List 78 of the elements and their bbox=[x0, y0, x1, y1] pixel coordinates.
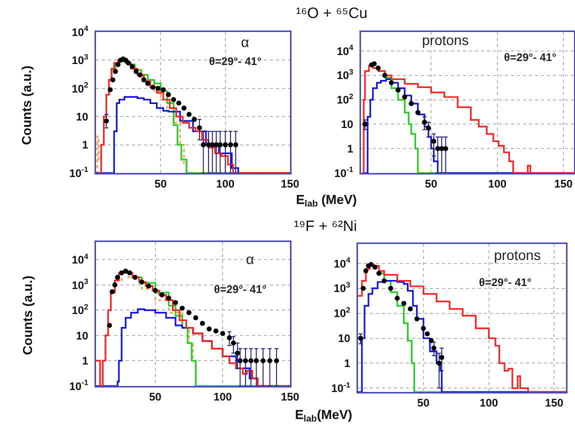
x-tick-label: 100 bbox=[216, 178, 235, 191]
point bbox=[402, 94, 408, 100]
x-axis-title: E$_{lab}$(MeV) bbox=[295, 407, 352, 424]
y-tick-label: 10 bbox=[76, 111, 88, 124]
y-tick-label: 10$^{2}$ bbox=[72, 302, 88, 318]
point bbox=[358, 336, 364, 341]
point bbox=[422, 120, 427, 125]
y-tick-label: 1 bbox=[344, 358, 350, 370]
x-tick-label: 150 bbox=[545, 398, 564, 410]
point bbox=[436, 360, 442, 366]
x-tick-label: 50 bbox=[154, 178, 167, 191]
point bbox=[439, 354, 444, 360]
point bbox=[248, 358, 254, 364]
point bbox=[243, 358, 248, 364]
point bbox=[274, 358, 280, 364]
x-tick-label: 50 bbox=[424, 178, 438, 191]
y-tick-label: 10$^{-1}$ bbox=[69, 378, 90, 393]
point bbox=[267, 358, 272, 364]
annotation: α bbox=[246, 251, 254, 267]
x-tick-label: 150 bbox=[280, 392, 300, 404]
point bbox=[196, 125, 202, 130]
y-tick-label: 10$^{-1}$ bbox=[331, 380, 352, 395]
y-tick-label: 10$^{3}$ bbox=[72, 52, 88, 68]
point bbox=[431, 138, 436, 144]
annotation: θ=29°- 41° bbox=[209, 56, 262, 68]
point bbox=[218, 142, 223, 148]
annotation: α bbox=[241, 34, 250, 50]
y-tick-label: 10$^{2}$ bbox=[336, 92, 354, 107]
point bbox=[233, 142, 238, 148]
point bbox=[104, 118, 109, 124]
point bbox=[222, 142, 228, 148]
y-tick-label: 10$^{-1}$ bbox=[69, 165, 90, 180]
annotation: θ=29°- 41° bbox=[214, 284, 266, 296]
y-tick-label: 10$^{4}$ bbox=[72, 252, 90, 267]
x-tick-label: 150 bbox=[554, 178, 573, 191]
point bbox=[260, 358, 266, 364]
y-tick-label: 10 bbox=[338, 333, 350, 346]
point bbox=[443, 146, 448, 152]
point bbox=[230, 340, 236, 346]
y-tick-label: 10$^{4}$ bbox=[72, 24, 90, 39]
point bbox=[226, 335, 232, 340]
y-tick-label: 10$^{3}$ bbox=[334, 280, 350, 296]
x-tick-label: 100 bbox=[488, 178, 506, 191]
point bbox=[234, 350, 240, 356]
point bbox=[238, 358, 243, 364]
y-tick-label: 10$^{3}$ bbox=[72, 277, 88, 292]
x-tick-label: 50 bbox=[417, 398, 430, 410]
y-tick-label: 10 bbox=[341, 119, 354, 132]
point bbox=[362, 122, 368, 127]
y-tick-label: 10$^{4}$ bbox=[334, 256, 352, 270]
y-tick-label: 1 bbox=[347, 143, 354, 156]
x-tick-label: 150 bbox=[280, 178, 300, 191]
point bbox=[200, 142, 206, 148]
y-tick-label: 1 bbox=[82, 356, 88, 368]
text: ¹⁶O + ⁶⁵Cu bbox=[296, 5, 368, 22]
y-tick-label: 10$^{3}$ bbox=[336, 68, 354, 82]
y-axis-title: Counts (a.u.) bbox=[20, 276, 35, 355]
point bbox=[206, 326, 212, 332]
text: ¹⁹F + ⁶²Ni bbox=[294, 218, 358, 235]
x-tick-label: 100 bbox=[213, 392, 232, 404]
y-tick-label: 1 bbox=[82, 140, 88, 152]
x-tick-label: 100 bbox=[480, 398, 498, 410]
y-tick-label: 10$^{-1}$ bbox=[334, 165, 354, 180]
x-tick-label: 50 bbox=[149, 392, 162, 404]
point bbox=[228, 142, 234, 148]
point bbox=[254, 358, 259, 364]
y-tick-label: 10$^{4}$ bbox=[336, 43, 354, 58]
y-axis-title: Counts (a.u.) bbox=[19, 66, 34, 145]
annotation: protons bbox=[422, 32, 469, 48]
y-tick-label: 10$^{2}$ bbox=[72, 80, 88, 96]
annotation: protons bbox=[494, 247, 541, 263]
annotation: θ=29°- 41° bbox=[479, 277, 532, 289]
y-tick-label: 10 bbox=[76, 330, 88, 342]
y-tick-label: 10$^{2}$ bbox=[334, 306, 350, 320]
point bbox=[431, 346, 436, 351]
annotation: θ=29°- 41° bbox=[504, 52, 556, 64]
x-axis-title: E$_{lab}$ (MeV) bbox=[296, 192, 357, 209]
point bbox=[426, 125, 431, 130]
